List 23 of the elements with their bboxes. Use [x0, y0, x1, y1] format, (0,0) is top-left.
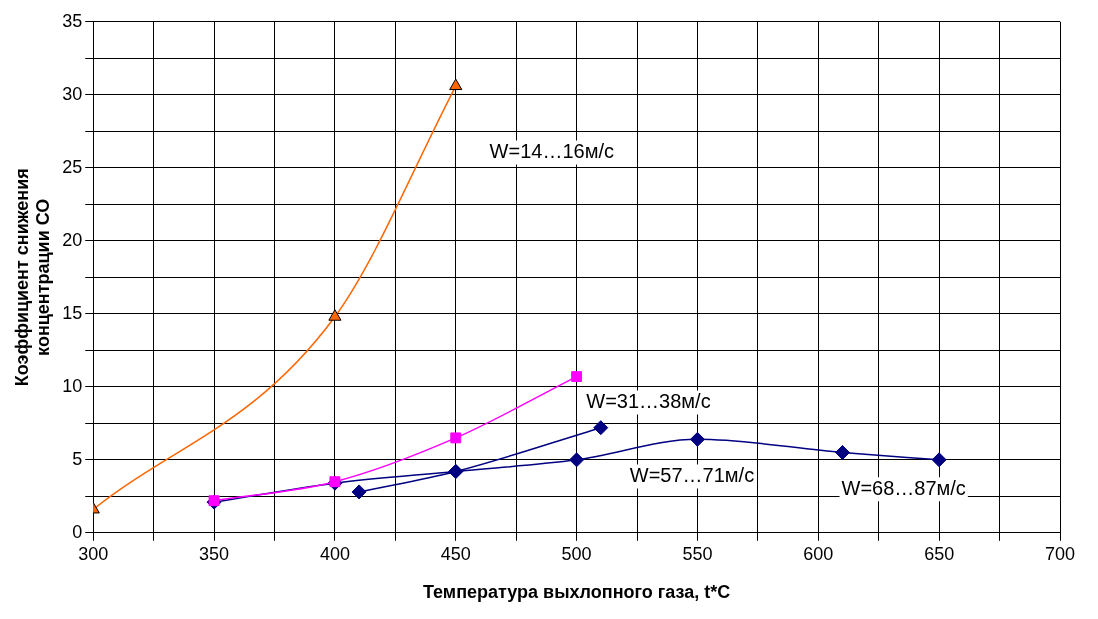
annotation: W=57…71м/с	[629, 464, 755, 487]
y-axis-title: Коэффициент снижения концентрации СО	[11, 168, 54, 387]
x-tick-label: 500	[561, 543, 592, 564]
x-tick-label: 700	[1044, 543, 1076, 564]
y-tick-label: 0	[72, 521, 83, 542]
y-tick-label: 20	[62, 229, 83, 250]
x-tick-label: 600	[803, 543, 834, 564]
annotation: W=31…38м/с	[586, 390, 711, 413]
annotation: W=14…16м/с	[489, 140, 614, 163]
y-tick-label: 30	[62, 83, 83, 104]
y-tick-label: 35	[62, 10, 83, 31]
y-tick-label: 10	[62, 375, 83, 396]
x-axis-title: Температура выхлопного газа, t*C	[423, 582, 731, 603]
y-tick-label: 25	[62, 156, 83, 177]
y-tick-label: 5	[72, 448, 83, 469]
x-tick-label: 550	[682, 543, 713, 564]
x-tick-label: 450	[440, 543, 471, 564]
x-tick-label: 650	[924, 543, 955, 564]
x-tick-label: 350	[199, 543, 230, 564]
y-tick-label: 15	[62, 302, 83, 323]
x-tick-label: 400	[319, 543, 350, 564]
x-tick-label: 300	[78, 543, 109, 564]
annotation: W=68…87м/с	[841, 476, 966, 499]
